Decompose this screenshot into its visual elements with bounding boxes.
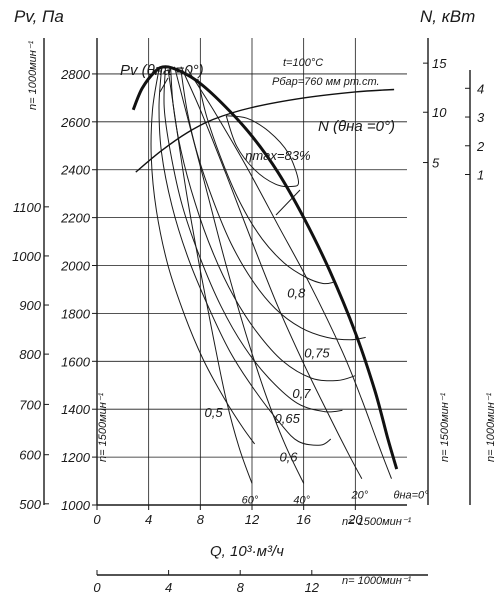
power-series-label: N (θна =0°) — [318, 118, 395, 135]
speed-label-1500-flow: n= 1500мин⁻¹ — [342, 516, 412, 528]
series-labels: 60° 40° 20° θна=0° 0,5 0,6 0,65 0,7 0,75 0,8 ηmax=… — [120, 62, 429, 506]
eta-max-leader — [275, 189, 301, 216]
efficiency-label-1: 0,6 — [279, 450, 298, 465]
speed-label-1500-power: n= 1500мин⁻¹ — [439, 392, 451, 462]
efficiency-label-0: 0,5 — [205, 405, 224, 420]
blade-angle-curve-3 — [186, 68, 392, 479]
y-tick-label-1000-2: 700 — [19, 397, 41, 412]
y-tick-label-1500-1: 1200 — [61, 450, 91, 465]
speed-label-1500-pressure: n= 1500мин⁻¹ — [97, 392, 109, 462]
x-tick-label-1000-3: 12 — [305, 580, 320, 595]
efficiency-curve-4 — [180, 70, 366, 341]
y-tick-label-1500-6: 2200 — [60, 211, 91, 226]
blade-angle-curve-1 — [174, 66, 305, 484]
chart-curves — [131, 65, 399, 484]
power-tick-label-1000-3: 4 — [477, 81, 484, 96]
x-tick-label-1500-1: 4 — [145, 512, 152, 527]
y-tick-label-1500-2: 1400 — [61, 402, 91, 417]
pressure-series-label: Pv (θна =0°) — [120, 62, 204, 79]
power-tick-label-1000-0: 1 — [477, 168, 484, 183]
blade-angle-label-1: 40° — [293, 494, 310, 506]
efficiency-label-4: 0,75 — [304, 345, 330, 360]
efficiency-curve-2 — [163, 67, 343, 413]
power-tick-label-1500-2: 15 — [432, 56, 447, 71]
blade-angle-label-2: 20° — [350, 490, 368, 502]
x-tick-label-1500-0: 0 — [93, 512, 101, 527]
power-curve — [135, 88, 395, 173]
x-tick-label-1000-0: 0 — [93, 580, 101, 595]
pressure-label-leader — [159, 77, 169, 93]
y-tick-label-1500-4: 1800 — [61, 306, 91, 321]
blade-angle-label-0: 60° — [242, 494, 259, 506]
efficiency-curve-3 — [170, 67, 356, 382]
blade-angle-curve-0 — [167, 69, 253, 484]
efficiency-curve-0 — [150, 69, 256, 445]
power-tick-label-1500-1: 10 — [432, 105, 447, 120]
y-tick-label-1500-7: 2400 — [60, 163, 91, 178]
efficiency-label-2: 0,65 — [275, 411, 301, 426]
power-tick-label-1500-0: 5 — [432, 156, 440, 171]
speed-label-1000-power: n= 1000мин⁻¹ — [485, 392, 497, 462]
y-tick-label-1500-3: 1600 — [61, 354, 91, 369]
y-tick-label-1500-5: 2000 — [60, 259, 91, 274]
condition-pressure: Pбар=760 мм рт.ст. — [272, 76, 380, 88]
y-tick-label-1000-3: 800 — [19, 347, 41, 362]
speed-label-1000-flow: n= 1000мин⁻¹ — [342, 575, 412, 587]
speed-label-1000-pressure: n= 1000мин⁻¹ — [27, 40, 39, 110]
x-tick-label-1000-2: 8 — [237, 580, 245, 595]
y-tick-label-1500-8: 2600 — [60, 115, 91, 130]
y-tick-label-1000-5: 1000 — [12, 249, 42, 264]
y-tick-label-1000-0: 500 — [19, 497, 41, 512]
y-tick-label-1000-4: 900 — [19, 298, 41, 313]
condition-temperature: t=100°C — [283, 57, 323, 69]
efficiency-curve-5 — [197, 78, 334, 285]
y-tick-label-1000-1: 600 — [19, 448, 41, 463]
y-tick-label-1000-6: 1100 — [13, 200, 42, 215]
y-tick-label-1500-0: 1000 — [61, 498, 91, 513]
power-tick-label-1000-2: 3 — [477, 110, 485, 125]
x-tick-label-1500-3: 12 — [245, 512, 260, 527]
efficiency-label-3: 0,7 — [292, 386, 311, 401]
flow-axis-title: Q, 10³·м³/ч — [210, 543, 284, 560]
efficiency-curve-1 — [158, 67, 332, 446]
efficiency-label-6: ηmax=83% — [245, 148, 310, 163]
axis-ticks: 1000120014001600180020002200240026002800… — [12, 56, 485, 595]
power-tick-label-1000-1: 2 — [476, 139, 485, 154]
pressure-curve — [131, 65, 399, 470]
pressure-axis-title: Pv, Па — [14, 7, 64, 26]
efficiency-label-5: 0,8 — [287, 285, 306, 300]
x-tick-label-1500-4: 16 — [296, 512, 311, 527]
blade-angle-label-3: θна=0° — [394, 490, 430, 502]
power-axis-title: N, кВт — [420, 7, 475, 26]
blade-angle-curve-2 — [180, 66, 363, 479]
x-tick-label-1500-5: 20 — [347, 512, 363, 527]
y-tick-label-1500-9: 2800 — [60, 67, 91, 82]
x-tick-label-1000-1: 4 — [165, 580, 172, 595]
x-tick-label-1500-2: 8 — [197, 512, 205, 527]
efficiency-curve-6 — [225, 115, 300, 188]
